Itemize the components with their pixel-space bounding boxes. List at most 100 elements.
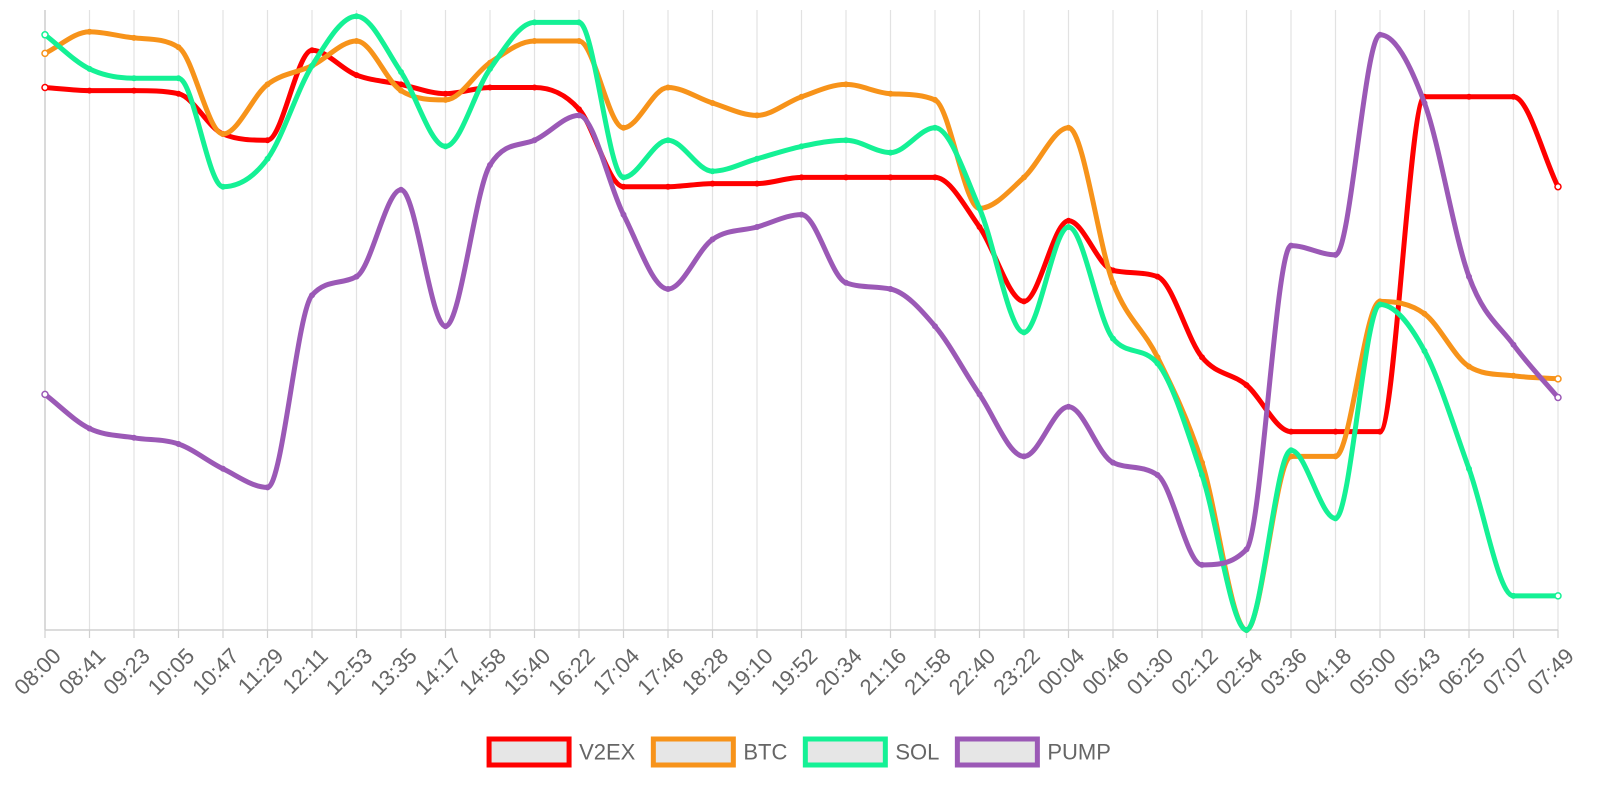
legend-item-btc[interactable]: BTC (650, 736, 787, 768)
point-sol-18-28[interactable] (709, 168, 716, 175)
legend-item-sol[interactable]: SOL (802, 736, 939, 768)
legend-item-pump[interactable]: PUMP (954, 736, 1111, 768)
point-v2ex-11-29[interactable] (264, 137, 271, 144)
point-pump-05-43[interactable] (1421, 100, 1428, 106)
point-sol-08-41[interactable] (86, 65, 93, 72)
point-v2ex-15-40[interactable] (531, 84, 538, 91)
legend[interactable]: V2EX BTC SOL PUMP (486, 736, 1111, 768)
point-v2ex-18-28[interactable] (709, 180, 716, 187)
point-v2ex-04-18[interactable] (1332, 428, 1339, 435)
point-v2ex-17-46[interactable] (665, 183, 671, 190)
point-sol-15-40[interactable] (531, 19, 538, 26)
point-sol-20-34[interactable] (843, 137, 849, 144)
point-pump-07-07[interactable] (1510, 341, 1517, 348)
point-btc-05-43[interactable] (1421, 310, 1428, 317)
point-pump-12-11[interactable] (309, 292, 315, 299)
point-pump-21-58[interactable] (932, 323, 938, 330)
point-sol-16-22[interactable] (576, 19, 582, 26)
point-v2ex-06-25[interactable] (1466, 93, 1472, 100)
point-sol-21-58[interactable] (932, 124, 938, 131)
point-pump-19-10[interactable] (754, 224, 760, 230)
point-sol-23-22[interactable] (1021, 329, 1027, 336)
point-btc-09-23[interactable] (131, 34, 137, 41)
point-sol-10-05[interactable] (175, 75, 182, 82)
point-v2ex-14-17[interactable] (442, 90, 449, 97)
point-btc-11-29[interactable] (264, 81, 271, 88)
point-btc-07-49[interactable] (1554, 375, 1562, 383)
point-btc-23-22[interactable] (1021, 174, 1027, 181)
point-v2ex-20-34[interactable] (843, 174, 849, 181)
point-btc-08-00[interactable] (41, 49, 49, 58)
point-btc-04-18[interactable] (1332, 453, 1339, 460)
point-btc-18-28[interactable] (709, 100, 716, 106)
point-pump-08-41[interactable] (86, 425, 93, 432)
point-sol-07-07[interactable] (1510, 592, 1517, 599)
point-v2ex-05-00[interactable] (1377, 428, 1383, 435)
point-pump-08-00[interactable] (41, 390, 49, 399)
point-pump-12-53[interactable] (353, 273, 360, 280)
point-btc-12-53[interactable] (353, 38, 360, 44)
point-v2ex-21-58[interactable] (932, 174, 938, 181)
point-v2ex-09-23[interactable] (131, 87, 137, 94)
point-sol-05-00[interactable] (1377, 301, 1383, 308)
point-v2ex-21-16[interactable] (887, 174, 894, 181)
point-btc-16-22[interactable] (576, 38, 582, 44)
legend-item-v2ex[interactable]: V2EX (486, 736, 636, 768)
point-sol-12-53[interactable] (353, 13, 360, 20)
point-sol-06-25[interactable] (1466, 465, 1472, 472)
point-sol-17-04[interactable] (620, 174, 627, 181)
point-sol-19-10[interactable] (754, 155, 760, 162)
point-btc-21-16[interactable] (887, 90, 894, 97)
point-v2ex-00-04[interactable] (1065, 217, 1072, 224)
point-pump-23-22[interactable] (1021, 453, 1027, 460)
point-v2ex-02-12[interactable] (1199, 354, 1205, 361)
point-pump-14-17[interactable] (442, 323, 449, 330)
point-sol-21-16[interactable] (887, 149, 894, 156)
point-v2ex-12-53[interactable] (353, 72, 360, 79)
point-sol-02-54[interactable] (1243, 627, 1250, 633)
point-btc-00-46[interactable] (1110, 279, 1116, 286)
point-btc-15-40[interactable] (531, 38, 538, 44)
point-pump-19-52[interactable] (798, 211, 805, 218)
point-pump-15-40[interactable] (531, 137, 538, 144)
point-pump-00-04[interactable] (1065, 403, 1072, 410)
point-pump-04-18[interactable] (1332, 251, 1339, 258)
point-pump-05-00[interactable] (1377, 31, 1383, 38)
point-sol-00-04[interactable] (1065, 224, 1072, 230)
point-sol-05-43[interactable] (1421, 348, 1428, 354)
point-pump-16-22[interactable] (576, 112, 582, 119)
point-sol-14-17[interactable] (442, 143, 449, 150)
point-pump-10-05[interactable] (175, 441, 182, 447)
point-pump-21-16[interactable] (887, 286, 894, 292)
point-v2ex-03-36[interactable] (1288, 428, 1294, 435)
point-pump-11-29[interactable] (264, 484, 271, 491)
point-v2ex-13-35[interactable] (398, 81, 404, 88)
point-pump-20-34[interactable] (843, 279, 849, 286)
point-pump-02-12[interactable] (1199, 561, 1205, 568)
point-sol-00-46[interactable] (1110, 335, 1116, 342)
point-sol-08-00[interactable] (41, 31, 49, 39)
point-btc-00-04[interactable] (1065, 124, 1072, 131)
point-v2ex-08-00[interactable] (41, 83, 49, 92)
point-sol-12-11[interactable] (309, 62, 315, 69)
point-v2ex-08-41[interactable] (86, 87, 93, 94)
point-v2ex-23-22[interactable] (1021, 298, 1027, 305)
point-sol-02-12[interactable] (1199, 472, 1205, 478)
point-btc-03-36[interactable] (1288, 453, 1294, 460)
point-btc-10-47[interactable] (220, 131, 226, 137)
point-sol-01-30[interactable] (1154, 360, 1161, 367)
point-sol-19-52[interactable] (798, 143, 805, 150)
point-pump-17-46[interactable] (665, 286, 671, 292)
point-btc-17-04[interactable] (620, 124, 627, 131)
point-btc-19-52[interactable] (798, 93, 805, 100)
point-v2ex-07-49[interactable] (1554, 182, 1562, 191)
point-btc-13-35[interactable] (398, 87, 404, 94)
point-v2ex-07-07[interactable] (1510, 93, 1517, 100)
point-sol-03-36[interactable] (1288, 447, 1294, 454)
point-btc-08-41[interactable] (86, 28, 93, 35)
point-v2ex-10-05[interactable] (175, 90, 182, 97)
point-btc-17-46[interactable] (665, 84, 671, 91)
point-v2ex-19-10[interactable] (754, 180, 760, 187)
point-sol-22-40[interactable] (976, 205, 983, 212)
point-v2ex-22-40[interactable] (976, 224, 983, 230)
